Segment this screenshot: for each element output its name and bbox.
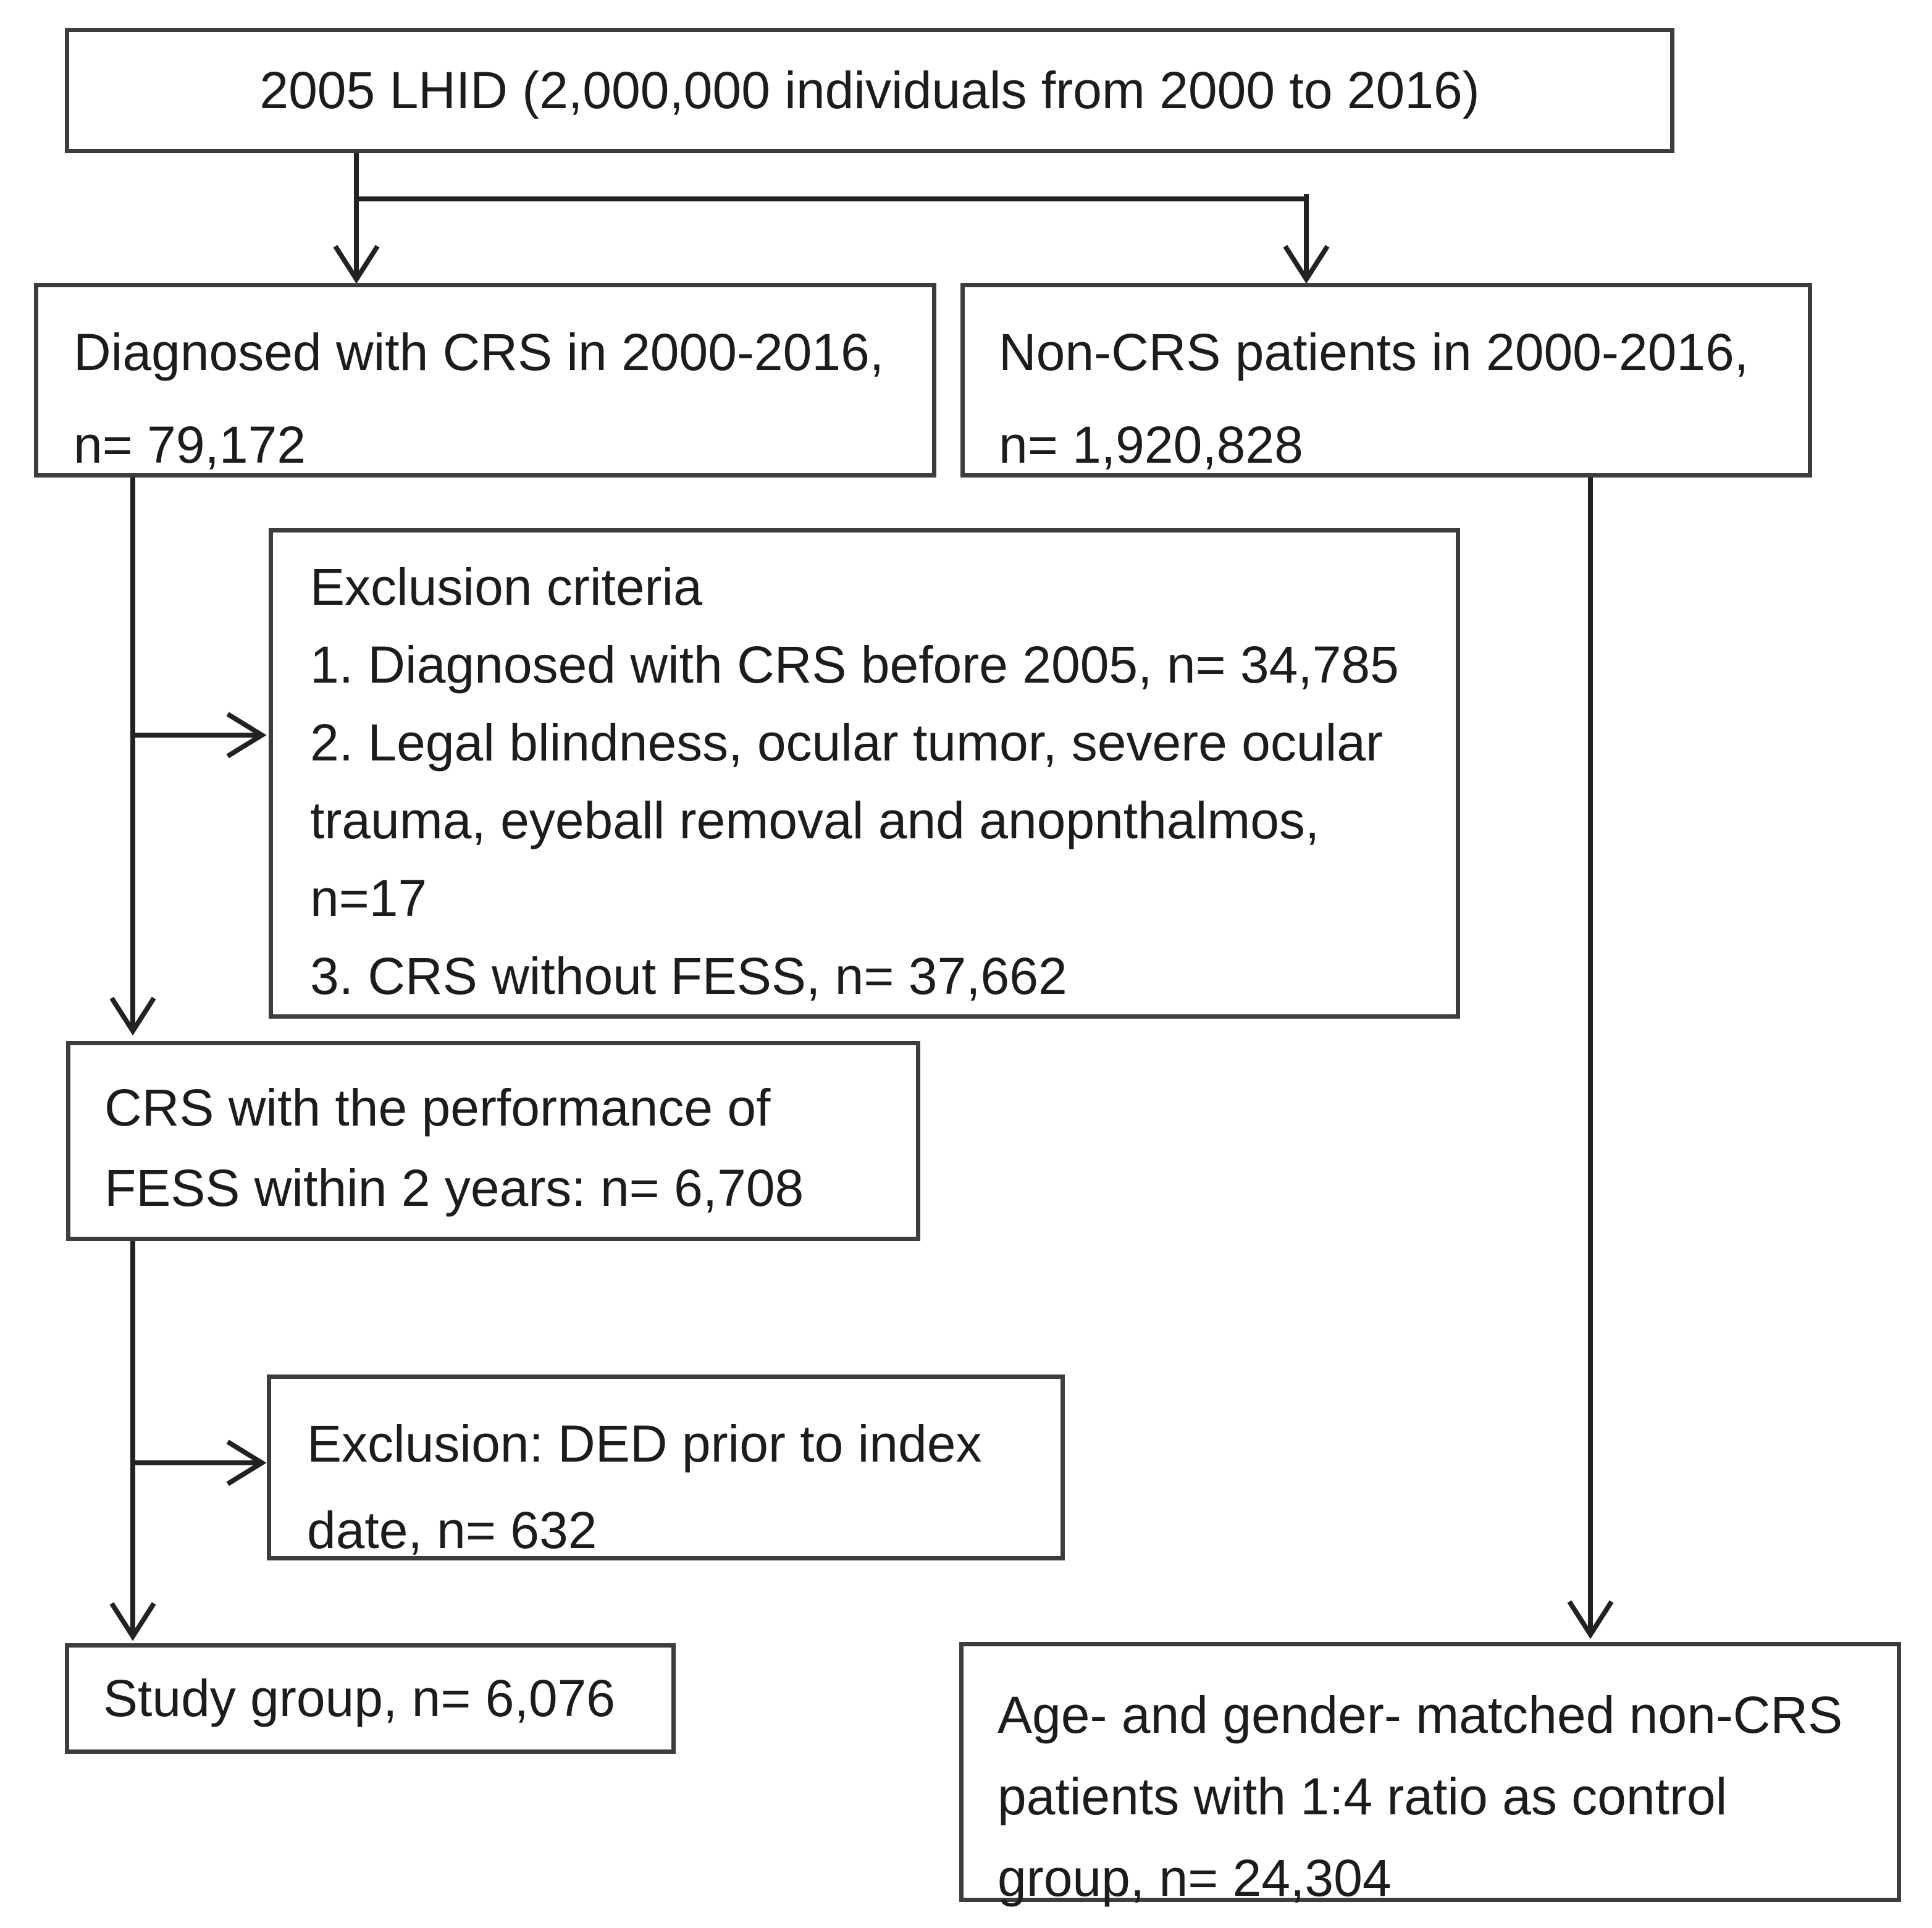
- ded-exclusion-line-1: Exclusion: DED prior to index: [307, 1415, 982, 1473]
- arrowhead-down-to-non-crs-box-icon: [1283, 245, 1330, 284]
- non-crs-line-1: Non-CRS patients in 2000-2016,: [999, 323, 1749, 381]
- control-group-line-1: Age- and gender- matched non-CRS: [998, 1686, 1843, 1744]
- box-exclusion-criteria: Exclusion criteria 1. Diagnosed with CRS…: [269, 528, 1460, 1019]
- box-lhid-cohort: 2005 LHID (2,000,000 individuals from 20…: [65, 28, 1674, 153]
- arrowhead-down-to-control-box-icon: [1567, 1600, 1614, 1640]
- connector-lhid-branch: [354, 150, 1309, 201]
- exclusion-criteria-item-2-count: n=17: [310, 869, 427, 927]
- box-control-group: Age- and gender- matched non-CRS patient…: [959, 1642, 1901, 1907]
- study-group-text: Study group, n= 6,076: [103, 1669, 615, 1727]
- exclusion-criteria-title: Exclusion criteria: [310, 558, 702, 616]
- lhid-cohort-text: 2005 LHID (2,000,000 individuals from 20…: [259, 61, 1480, 119]
- arrowhead-down-to-crs-box-icon: [333, 245, 380, 284]
- ded-exclusion-count: date, n= 632: [307, 1501, 597, 1559]
- control-group-line-2: patients with 1:4 ratio as control: [998, 1767, 1728, 1825]
- exclusion-criteria-item-3: 3. CRS without FESS, n= 37,662: [310, 947, 1067, 1005]
- non-crs-count: n= 1,920,828: [999, 416, 1303, 474]
- crs-diagnosed-count: n= 79,172: [74, 416, 306, 474]
- exclusion-criteria-item-1: 1. Diagnosed with CRS before 2005, n= 34…: [310, 636, 1399, 694]
- box-crs-diagnosed: Diagnosed with CRS in 2000-2016, n= 79,1…: [34, 283, 936, 478]
- arrowhead-right-to-exclusion-criteria-icon: [226, 712, 267, 759]
- fess-line-2: FESS within 2 years: n= 6,708: [104, 1159, 804, 1217]
- box-study-group: Study group, n= 6,076: [65, 1643, 676, 1754]
- control-group-count: group, n= 24,304: [998, 1849, 1392, 1907]
- exclusion-criteria-item-2: 2. Legal blindness, ocular tumor, severe…: [310, 714, 1383, 772]
- arrowhead-down-to-fess-box-icon: [109, 996, 156, 1036]
- box-non-crs: Non-CRS patients in 2000-2016, n= 1,920,…: [960, 283, 1812, 478]
- arrowhead-right-to-ded-exclusion-icon: [226, 1439, 267, 1486]
- arrowhead-down-to-study-box-icon: [109, 1602, 156, 1641]
- box-ded-exclusion: Exclusion: DED prior to index date, n= 6…: [267, 1374, 1065, 1560]
- box-fess-within-2y: CRS with the performance of FESS within …: [66, 1041, 920, 1241]
- crs-diagnosed-line-1: Diagnosed with CRS in 2000-2016,: [74, 323, 884, 381]
- fess-line-1: CRS with the performance of: [104, 1079, 771, 1137]
- exclusion-criteria-item-2-cont: trauma, eyeball removal and anopnthalmos…: [310, 791, 1320, 849]
